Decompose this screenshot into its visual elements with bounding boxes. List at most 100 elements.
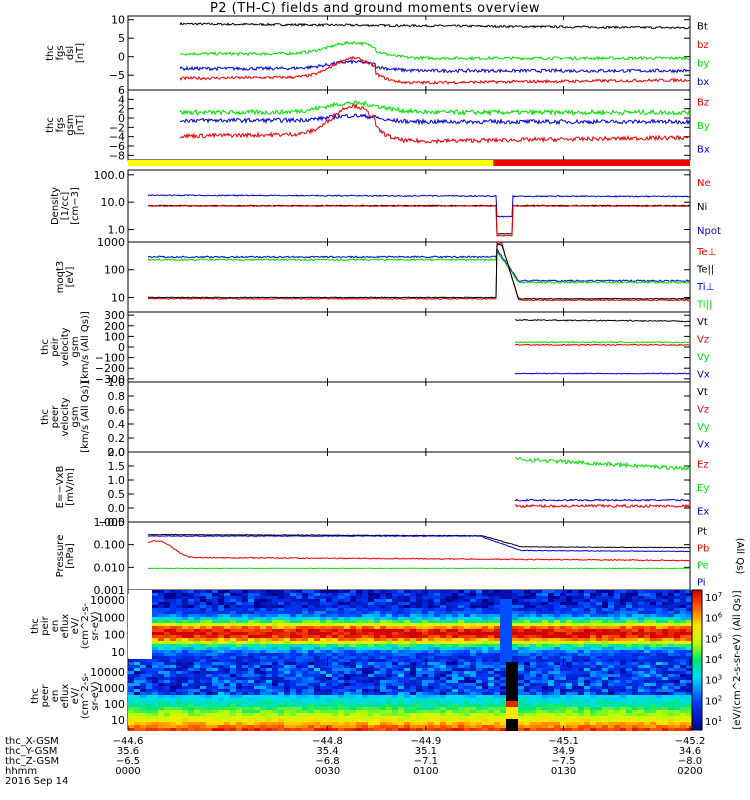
spectro-cell	[674, 674, 680, 677]
spectro-cell	[362, 641, 368, 644]
spectro-cell	[230, 641, 236, 644]
spectro-cell	[236, 722, 242, 725]
ytick-label: 1000	[97, 236, 125, 249]
spectro-cell	[602, 590, 608, 593]
spectro-cell	[368, 629, 374, 632]
spectro-cell	[410, 680, 416, 683]
spectro-cell	[590, 725, 596, 728]
spectro-cell	[404, 635, 410, 638]
spectro-cell	[572, 602, 578, 605]
spectro-cell	[272, 662, 278, 665]
spectro-cell	[548, 656, 554, 659]
spectro-cell	[644, 719, 650, 722]
spectro-cell	[368, 662, 374, 665]
spectro-cell	[344, 671, 350, 674]
spectro-cell	[350, 698, 356, 701]
spectro-cell	[380, 590, 386, 593]
spectro-cell	[668, 599, 674, 602]
spectro-cell	[410, 602, 416, 605]
spectro-cell	[266, 716, 272, 719]
spectro-cell	[464, 608, 470, 611]
spectro-cell	[272, 728, 278, 731]
spectro-cell	[200, 725, 206, 728]
spectro-cell	[518, 620, 524, 623]
spectro-cell	[134, 644, 140, 647]
spectro-cell	[578, 599, 584, 602]
spectro-cell	[578, 710, 584, 713]
spectro-cell	[578, 659, 584, 662]
spectro-cell	[386, 611, 392, 614]
spectro-cell	[320, 671, 326, 674]
spectro-cell	[428, 698, 434, 701]
spectro-cell	[266, 632, 272, 635]
spectro-cell	[362, 686, 368, 689]
colorbar-cell	[692, 611, 702, 613]
colorbar-cell	[692, 682, 702, 684]
spectro-cell	[596, 626, 602, 629]
spectro-cell	[476, 692, 482, 695]
spectro-cell	[446, 662, 452, 665]
time-axis-value: −6.8	[315, 756, 339, 767]
spectro-cell	[146, 605, 152, 608]
spectro-cell	[506, 596, 512, 599]
spectro-cell	[272, 659, 278, 662]
spectro-cell	[656, 689, 662, 692]
spectro-cell	[500, 614, 506, 617]
spectro-cell	[530, 722, 536, 725]
colorbar-cell	[692, 670, 702, 672]
colorbar-cell	[692, 723, 702, 725]
spectro-cell	[524, 722, 530, 725]
spectro-cell	[164, 704, 170, 707]
spectro-cell	[248, 707, 254, 710]
spectro-cell	[656, 641, 662, 644]
spectro-cell	[146, 656, 152, 659]
ytick-label: 10	[111, 291, 125, 304]
spectro-cell	[224, 674, 230, 677]
spectro-cell	[578, 698, 584, 701]
spectro-cell	[518, 602, 524, 605]
spectro-cell	[614, 644, 620, 647]
spectro-cell	[128, 689, 134, 692]
spectro-cell	[482, 707, 488, 710]
spectro-cell	[632, 698, 638, 701]
colorbar-cell	[692, 614, 702, 616]
spectro-cell	[626, 695, 632, 698]
spectro-cell	[284, 605, 290, 608]
spectro-cell	[560, 605, 566, 608]
spectro-cell	[584, 617, 590, 620]
spectro-cell	[482, 614, 488, 617]
spectro-cell	[218, 683, 224, 686]
spectro-cell	[356, 632, 362, 635]
spectro-cell	[536, 686, 542, 689]
spectro-cell	[434, 692, 440, 695]
spectro-cell	[146, 620, 152, 623]
spectro-cell	[164, 671, 170, 674]
spectro-cell	[482, 716, 488, 719]
spectro-cell	[146, 623, 152, 626]
spectro-cell	[554, 635, 560, 638]
spectro-cell	[638, 716, 644, 719]
spectro-cell	[440, 638, 446, 641]
spectro-cell	[590, 656, 596, 659]
spectro-cell	[254, 608, 260, 611]
spectro-cell	[686, 659, 692, 662]
spectro-cell	[638, 659, 644, 662]
spectro-cell	[296, 677, 302, 680]
spectro-cell	[428, 677, 434, 680]
spectro-cell	[440, 650, 446, 653]
colorbar-cell	[692, 725, 702, 727]
spectro-cell	[470, 644, 476, 647]
spectro-cell	[680, 713, 686, 716]
spectro-cell	[368, 656, 374, 659]
spectro-cell	[314, 689, 320, 692]
spectro-cell	[638, 635, 644, 638]
spectro-cell	[392, 689, 398, 692]
spectro-cell	[326, 716, 332, 719]
spectro-cell	[164, 614, 170, 617]
spectro-cell	[368, 722, 374, 725]
spectro-cell	[596, 680, 602, 683]
spectro-cell	[506, 704, 512, 707]
spectro-cell	[494, 695, 500, 698]
spectro-cell	[536, 641, 542, 644]
spectro-cell	[602, 629, 608, 632]
